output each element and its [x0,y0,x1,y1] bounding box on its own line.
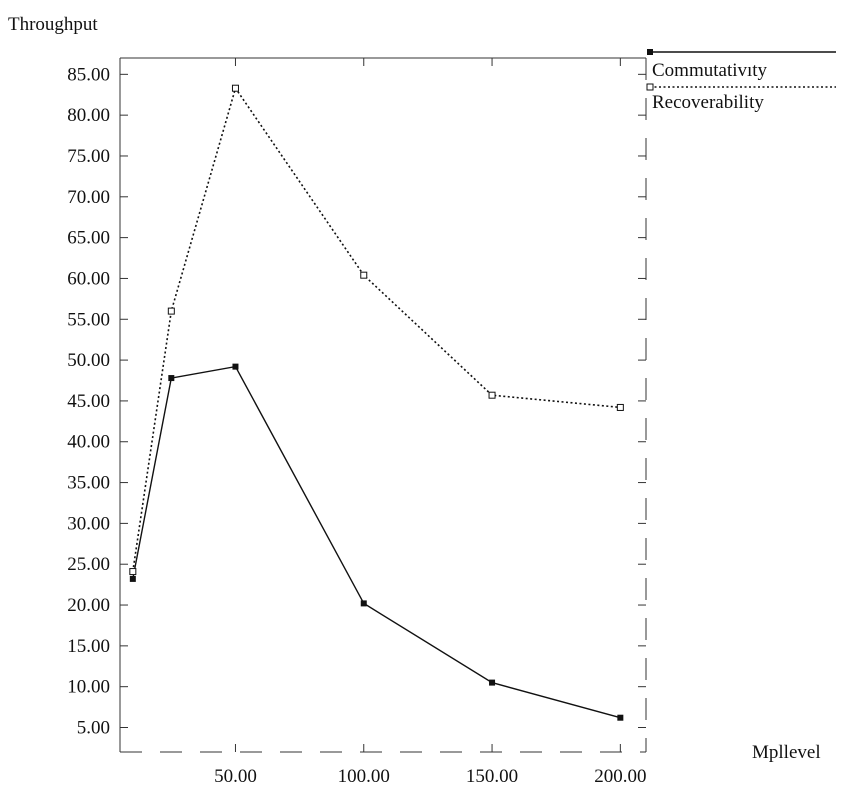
legend-marker [647,49,653,55]
x-tick-label: 150.00 [466,766,518,787]
series-line-recoverability [132,86,621,572]
y-tick-label: 20.00 [67,595,110,616]
y-tick-label: 55.00 [67,309,110,330]
y-tick-label: 60.00 [67,268,110,289]
x-tick-label: 200.00 [594,766,646,787]
y-tick-label: 85.00 [67,64,110,85]
axes-frame [119,57,647,753]
x-tick-label: 50.00 [214,766,257,787]
y-tick-label: 45.00 [67,391,110,412]
legend: Commutativıty Recoverability [646,49,836,113]
legend-marker [646,83,654,91]
y-tick-label: 15.00 [67,636,110,657]
y-tick-label: 65.00 [67,228,110,249]
y-tick-label: 50.00 [67,350,110,371]
x-axis: 50.00 100.00 150.00 200.00 [214,58,646,787]
data-point-recoverability [616,403,624,411]
data-point-commutativity [232,363,239,370]
data-point-commutativity [168,375,175,382]
data-point-commutativity [617,714,624,721]
y-axis-title: Throughput [8,14,98,35]
y-axis: 5.00 10.00 15.00 20.00 25.00 30.00 35.00 40.00 4… [67,64,646,739]
data-point-commutativity [129,575,136,582]
data-point-commutativity [489,679,496,686]
data-point-recoverability [129,568,137,576]
plot-series [129,84,624,721]
y-tick-label: 70.00 [67,187,110,208]
y-tick-label: 25.00 [67,554,110,575]
y-tick-label: 40.00 [67,432,110,453]
series-line-commutativity [132,365,621,719]
legend-label-recoverability: Recoverability [652,92,764,113]
y-tick-label: 10.00 [67,677,110,698]
data-point-recoverability [167,307,175,315]
x-axis-title: Mpllevel [752,742,821,763]
data-point-recoverability [488,391,496,399]
y-tick-label: 30.00 [67,513,110,534]
data-point-commutativity [360,600,367,607]
legend-label-commutativity: Commutativıty [652,60,768,81]
data-point-recoverability [360,271,368,279]
y-tick-label: 5.00 [77,718,110,739]
y-tick-label: 35.00 [67,473,110,494]
data-point-recoverability [231,84,239,92]
y-tick-label: 80.00 [67,105,110,126]
y-tick-label: 75.00 [67,146,110,167]
x-tick-label: 100.00 [338,766,390,787]
